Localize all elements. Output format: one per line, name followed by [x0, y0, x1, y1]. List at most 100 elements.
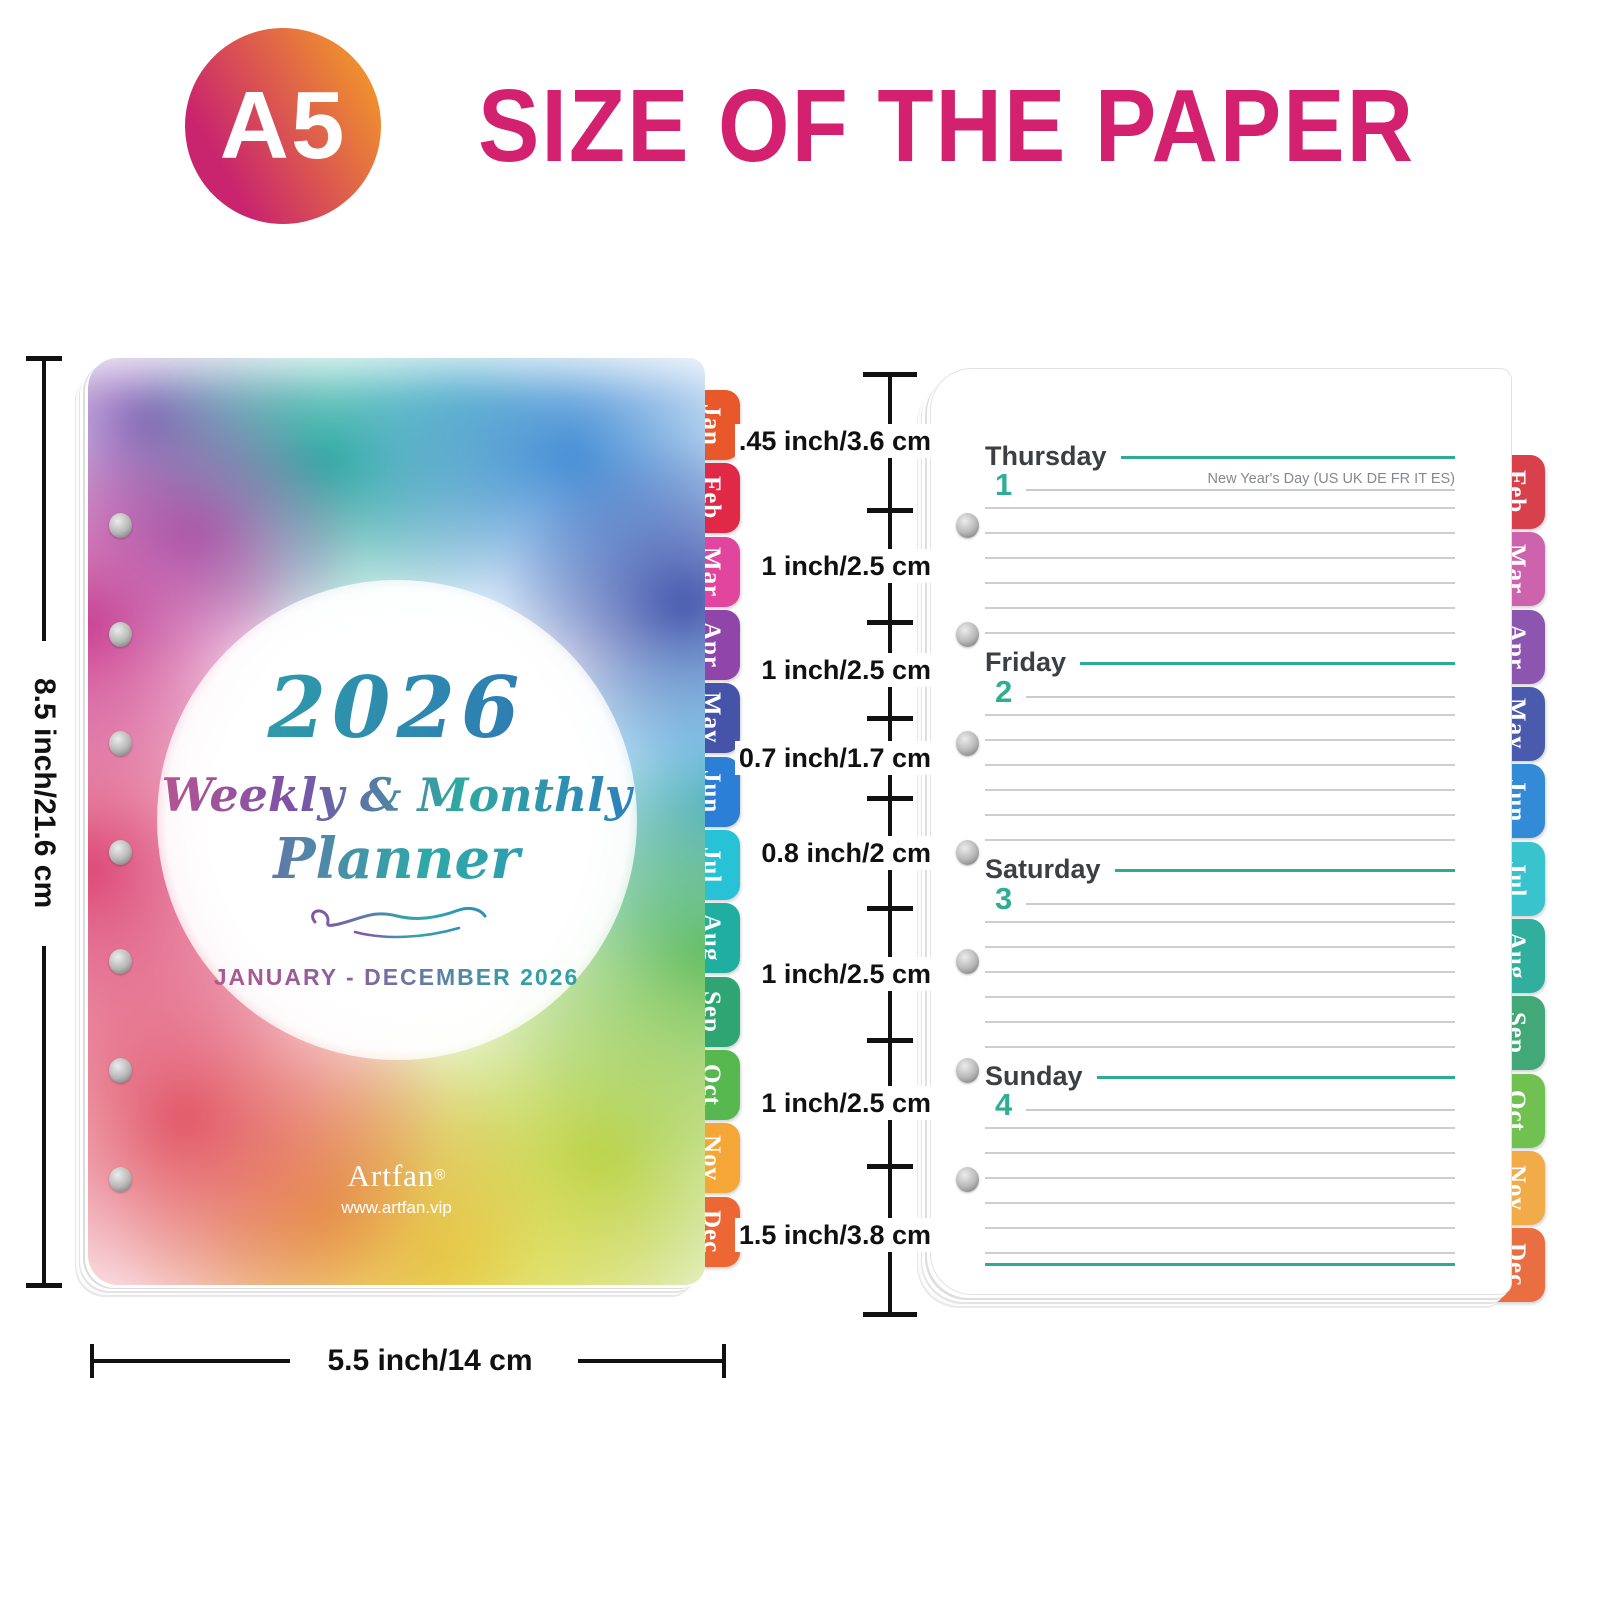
- writing-line: [985, 788, 1455, 791]
- cover-title: Planner: [137, 828, 657, 891]
- writing-line: [985, 1127, 1455, 1130]
- binder-hole: [956, 513, 979, 538]
- writing-line: [985, 763, 1455, 766]
- page-title: SIZE OF THE PAPER: [478, 69, 1416, 184]
- weekly-page-paper: [930, 368, 1512, 1295]
- dimension-line: [42, 946, 46, 1283]
- day-number: 1: [995, 467, 1013, 502]
- ruler-tick: [867, 796, 913, 801]
- binder-hole: [109, 513, 132, 538]
- ruler-tick: [867, 716, 913, 721]
- planner-cover: Jan Feb Mar Apr May Jun Jul Aug Sep: [88, 358, 740, 1285]
- writing-line: [1026, 1109, 1455, 1112]
- day-header-rule: [1120, 455, 1455, 459]
- writing-line: [985, 1252, 1455, 1255]
- weekly-page: Feb Mar Apr May Jun Jul Aug Sep Oct: [930, 368, 1545, 1302]
- day-header-rule: [1096, 1075, 1455, 1079]
- row-height-ruler: .45 inch/3.6 cm 1 inch/2.5 cm 1 inch/2.5 c…: [705, 372, 935, 1317]
- writing-line: [985, 713, 1455, 716]
- dimension-line: [94, 1359, 290, 1363]
- binder-hole: [956, 1167, 979, 1192]
- writing-line: [985, 738, 1455, 741]
- day-block: Saturday 3: [985, 854, 1455, 1062]
- day-header: Thursday: [985, 441, 1455, 471]
- ruler-tick: [867, 1038, 913, 1043]
- day-name: Friday: [985, 647, 1067, 678]
- day-block: Sunday 4: [985, 1061, 1455, 1268]
- writing-line: [985, 632, 1455, 634]
- brand-block: Artfan® www.artfan.vip: [341, 1158, 452, 1218]
- writing-line: [985, 532, 1455, 534]
- size-badge: A5: [185, 28, 381, 224]
- writing-line: [1026, 902, 1455, 905]
- day-header-rule: [1114, 869, 1455, 873]
- day-number: 2: [995, 673, 1013, 709]
- row-height-label: 1 inch/2.5 cm: [757, 957, 935, 991]
- row-height-label: 0.7 inch/1.7 cm: [734, 741, 935, 775]
- day-number-row: 1: [995, 467, 1455, 503]
- writing-line: [985, 507, 1455, 509]
- cover-title-circle: [156, 580, 637, 1060]
- dimension-cap: [26, 1283, 62, 1288]
- row-height-label: 1.5 inch/3.8 cm: [734, 1218, 935, 1252]
- flourish-ornament: [310, 907, 486, 939]
- size-badge-label: A5: [219, 72, 347, 179]
- day-name: Sunday: [985, 1060, 1083, 1091]
- ruler-tick: [867, 1164, 913, 1169]
- binder-hole: [109, 1167, 132, 1192]
- binder-hole: [956, 840, 979, 865]
- day-block: Thursday New Year's Day (US UK DE FR IT …: [985, 441, 1455, 648]
- day-number: 3: [995, 880, 1013, 916]
- writing-line: [985, 607, 1455, 609]
- ruler-tick: [867, 620, 913, 625]
- day-number: 4: [995, 1087, 1013, 1123]
- writing-line: [1026, 489, 1455, 491]
- day-header: Sunday: [985, 1061, 1455, 1091]
- binder-hole: [956, 1058, 979, 1083]
- binder-hole: [956, 622, 979, 647]
- row-height-label: 1 inch/2.5 cm: [757, 653, 935, 687]
- dimension-cap: [722, 1344, 726, 1378]
- writing-line: [985, 1152, 1455, 1155]
- binder-hole: [109, 840, 132, 865]
- writing-line: [985, 557, 1455, 559]
- writing-line: [985, 582, 1455, 584]
- width-dimension: 5.5 inch/14 cm: [90, 1342, 738, 1382]
- weekly-page-content: Thursday New Year's Day (US UK DE FR IT …: [985, 441, 1455, 1268]
- writing-line: [985, 1020, 1455, 1023]
- brand-name: Artfan: [347, 1158, 435, 1193]
- brand-website: www.artfan.vip: [341, 1198, 452, 1217]
- writing-line: [985, 838, 1455, 841]
- height-dimension-label: 8.5 inch/21.6 cm: [28, 678, 61, 909]
- binder-hole: [109, 949, 132, 974]
- dimension-cap: [26, 356, 62, 361]
- binder-hole: [109, 731, 132, 756]
- writing-line: [985, 970, 1455, 973]
- registered-mark: ®: [434, 1166, 446, 1184]
- day-name: Saturday: [985, 854, 1101, 885]
- ruler-cap: [863, 372, 917, 377]
- row-height-label: 1 inch/2.5 cm: [757, 1086, 935, 1120]
- cover-title-block: 2026 Weekly & Monthly Planner JANUARY - …: [137, 666, 657, 991]
- ruler-tick: [867, 508, 913, 513]
- writing-line: [985, 995, 1455, 998]
- writing-line: [1026, 695, 1455, 698]
- writing-line: [985, 813, 1455, 816]
- binder-hole: [109, 1058, 132, 1083]
- dimension-line: [578, 1359, 722, 1363]
- ruler-labels: .45 inch/3.6 cm 1 inch/2.5 cm 1 inch/2.5 c…: [705, 372, 935, 1317]
- dimension-line: [42, 361, 46, 641]
- row-height-label: 1 inch/2.5 cm: [757, 549, 935, 583]
- day-header: Saturday: [985, 854, 1455, 885]
- width-dimension-label: 5.5 inch/14 cm: [327, 1344, 533, 1377]
- cover-subtitle: Weekly & Monthly: [137, 770, 657, 821]
- day-number-row: 2: [995, 674, 1455, 710]
- binder-hole: [109, 622, 132, 647]
- day-header-rule: [1080, 662, 1455, 666]
- writing-line: [985, 1202, 1455, 1205]
- cover-year: 2026: [137, 666, 657, 750]
- holiday-note: New Year's Day (US UK DE FR IT ES): [1207, 471, 1455, 487]
- day-number-row: 4: [995, 1087, 1455, 1123]
- ruler-tick: [867, 906, 913, 911]
